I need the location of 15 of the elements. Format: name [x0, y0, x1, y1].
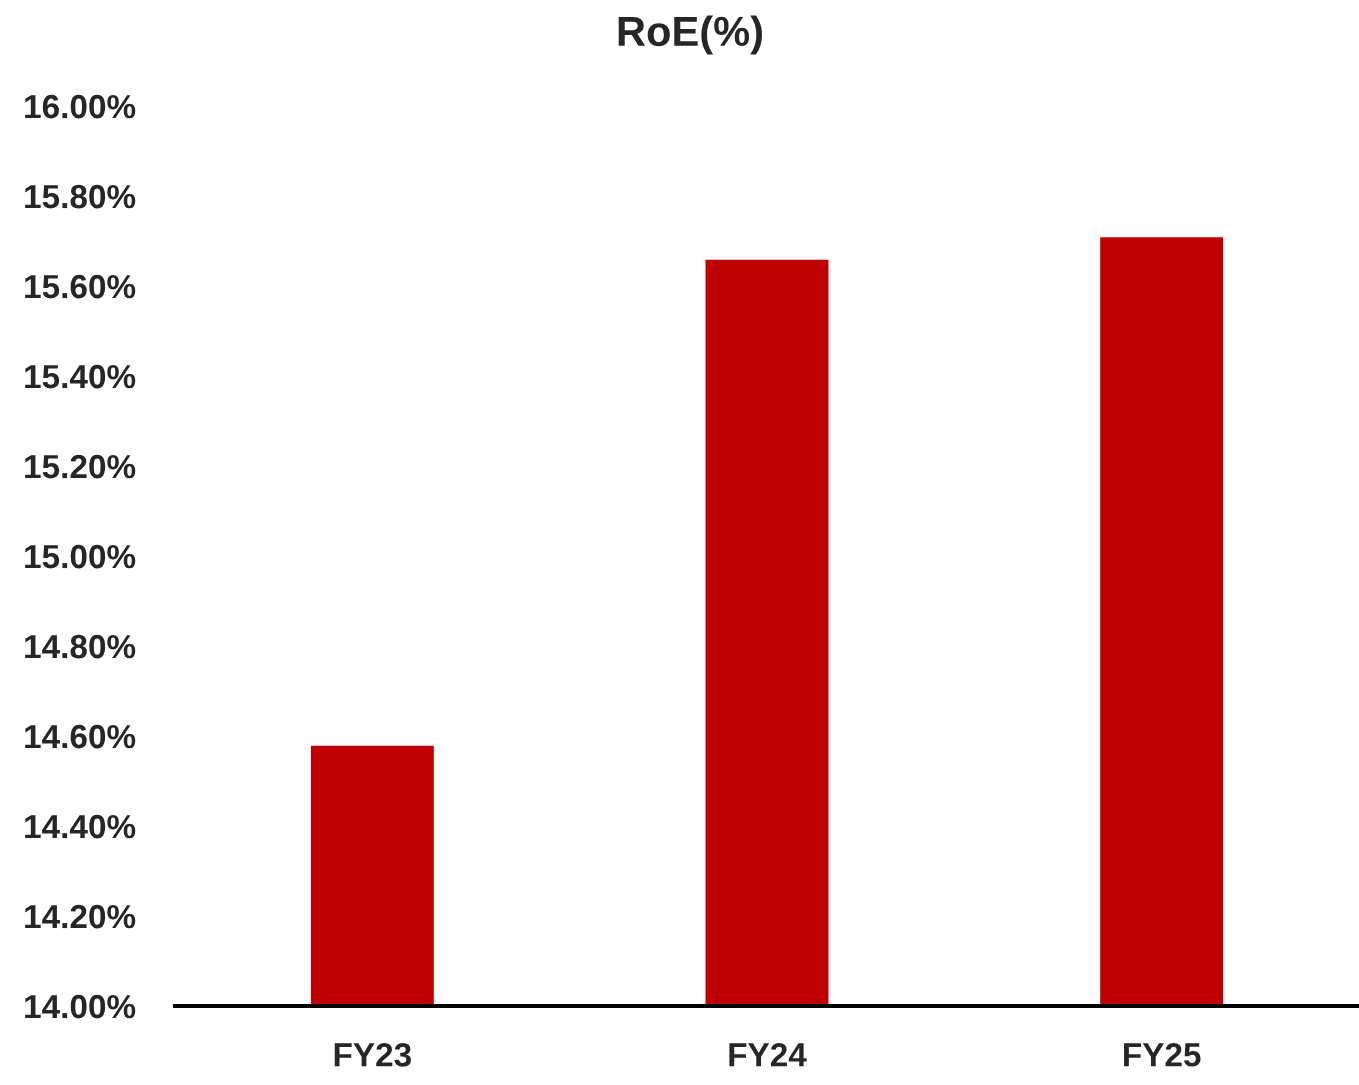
y-tick-label: 14.00%: [25, 994, 136, 1019]
x-tick-label: FY25: [1124, 1042, 1201, 1067]
x-tick-label: FY23: [334, 1042, 411, 1067]
y-tick-label: 15.80%: [25, 184, 136, 209]
chart-title: RoE(%): [618, 15, 762, 55]
y-tick-label: 14.80%: [25, 634, 136, 659]
y-tick-label: 15.60%: [25, 274, 136, 299]
x-tick-label: FY24: [729, 1042, 807, 1067]
y-tick-label: 15.00%: [25, 544, 136, 569]
y-tick-label: 14.40%: [25, 814, 136, 839]
y-tick-label: 14.60%: [25, 724, 136, 749]
y-tick-label: 16.00%: [25, 94, 136, 119]
y-tick-label: 15.20%: [25, 454, 136, 479]
y-tick-label: 15.40%: [25, 364, 136, 389]
y-tick-label: 14.20%: [25, 904, 136, 929]
